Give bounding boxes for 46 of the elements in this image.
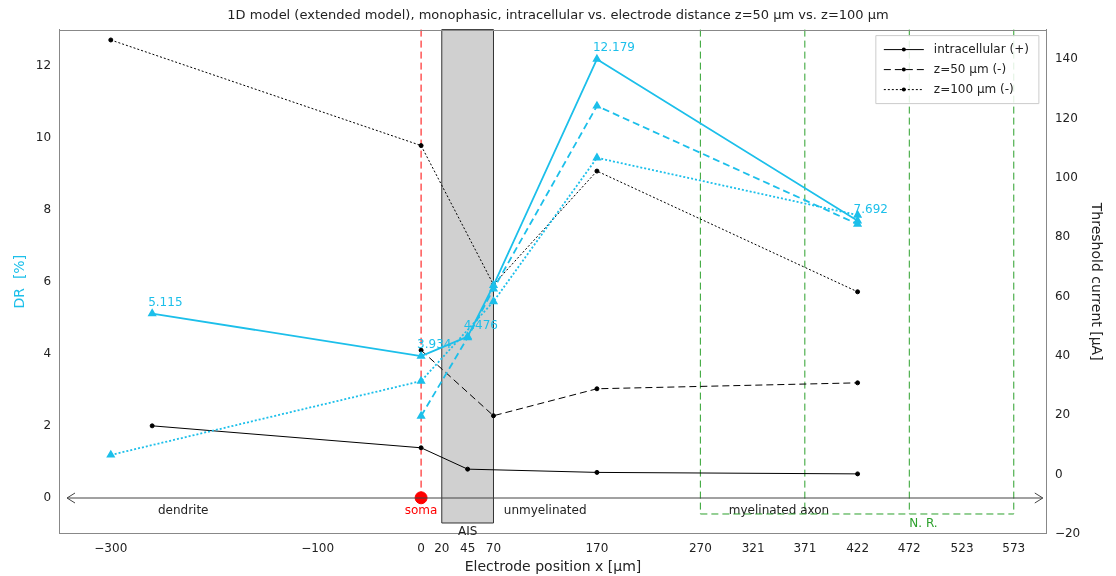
- legend-label: intracellular (+): [933, 41, 1029, 56]
- x-tick-label: 20: [434, 541, 450, 556]
- y-tick-label: 4: [43, 345, 52, 360]
- y-axis-title: DR [%]: [11, 254, 28, 309]
- y2-axis-title: Threshold current [µA]: [1088, 201, 1105, 361]
- y-tick-label: 2: [43, 417, 52, 432]
- data-label: 7.692: [853, 201, 888, 216]
- data-label: 12.179: [592, 40, 635, 55]
- ref-line-label: soma: [404, 502, 438, 517]
- ref-line-label: N. R.: [909, 515, 938, 530]
- y2-tick-label: 60: [1054, 288, 1071, 303]
- legend-label: z=50 µm (-): [933, 61, 1007, 76]
- x-tick-label: 422: [846, 541, 870, 556]
- y2-tick-label: 100: [1054, 170, 1078, 185]
- legend-label: z=100 µm (-): [933, 81, 1014, 96]
- x-tick-label: 0: [417, 541, 425, 556]
- chart-title: 1D model (extended model), monophasic, intracellular vs. electrode distance z=50 µm vs. z=100 µm: [227, 7, 889, 23]
- x-axis-title: Electrode position x [µm]: [464, 558, 642, 575]
- y2-tick-label: 0: [1054, 466, 1063, 481]
- x-tick-label: 523: [950, 541, 974, 556]
- annotation: unmyelinated: [503, 502, 587, 517]
- data-label: 5.115: [148, 294, 183, 309]
- x-tick-label: 170: [585, 541, 609, 556]
- y-tick-label: 8: [43, 201, 52, 216]
- y-tick-label: 0: [43, 489, 52, 504]
- x-tick-label: 270: [688, 541, 712, 556]
- y2-tick-label: 40: [1054, 347, 1071, 362]
- x-tick-label: 70: [485, 541, 502, 556]
- x-tick-label: 472: [897, 541, 921, 556]
- x-tick-label: 45: [460, 541, 476, 556]
- x-tick-label: −300: [94, 541, 128, 556]
- y2-tick-label: −20: [1054, 525, 1081, 540]
- x-tick-label: 371: [793, 541, 817, 556]
- y2-tick-label: 120: [1054, 110, 1078, 125]
- y2-tick-label: 140: [1054, 51, 1078, 66]
- x-tick-label: 321: [741, 541, 765, 556]
- band-label: AIS: [457, 524, 478, 539]
- annotation: dendrite: [157, 502, 209, 517]
- x-tick-label: 573: [1002, 541, 1026, 556]
- annotation: myelinated axon: [728, 502, 830, 517]
- y-tick-label: 10: [35, 129, 52, 144]
- y2-tick-label: 80: [1054, 229, 1071, 244]
- y-tick-label: 12: [35, 57, 52, 72]
- x-tick-label: −100: [301, 541, 335, 556]
- y2-tick-label: 20: [1054, 407, 1071, 422]
- y-tick-label: 6: [43, 273, 52, 288]
